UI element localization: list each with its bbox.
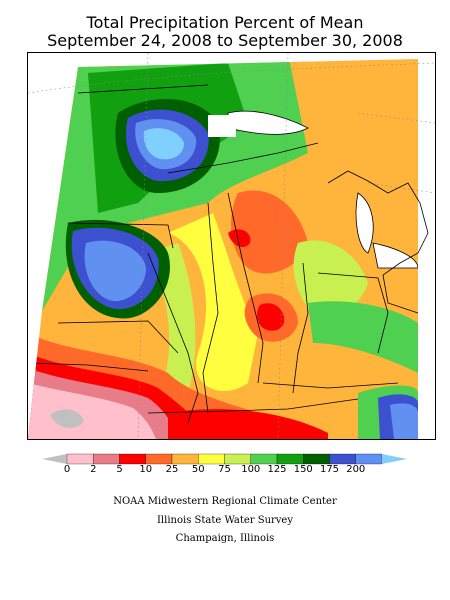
legend-left-arrow [42, 454, 67, 464]
legend-label: 50 [191, 464, 205, 475]
legend-box [171, 453, 199, 465]
legend-box [145, 453, 173, 465]
legend-label: 2 [90, 464, 97, 475]
legend-label: 150 [293, 464, 313, 475]
legend-label: 10 [139, 464, 153, 475]
legend-box [355, 453, 383, 465]
legend-box [276, 453, 304, 465]
legend-box [93, 453, 120, 465]
credit-location: Champaign, Illinois [175, 533, 275, 544]
legend-box [198, 453, 225, 465]
legend-color-boxes [66, 453, 383, 465]
map-title: Total Precipitation Percent of Mean [86, 13, 364, 32]
legend-label: 100 [241, 464, 261, 475]
credit-center: NOAA Midwestern Regional Climate Center [113, 496, 337, 507]
legend-label: 125 [267, 464, 287, 475]
precipitation-map [27, 52, 436, 440]
map-date-range: September 24, 2008 to September 30, 2008 [47, 31, 403, 50]
legend-label: 5 [116, 464, 123, 475]
legend-label: 25 [165, 464, 179, 475]
credit-survey: Illinois State Water Survey [156, 515, 293, 526]
legend-label: 75 [218, 464, 231, 475]
map-svg [28, 53, 435, 439]
legend-box [224, 453, 251, 465]
legend-colorbar [42, 453, 407, 465]
legend-right-arrow [382, 454, 407, 464]
legend-label: 200 [346, 464, 366, 475]
legend-box [329, 453, 356, 465]
legend-box [303, 453, 330, 465]
legend-label: 175 [319, 464, 340, 475]
legend-label: 0 [63, 464, 71, 475]
legend-box [119, 453, 146, 465]
legend-box [250, 453, 278, 465]
legend-box [66, 453, 94, 465]
